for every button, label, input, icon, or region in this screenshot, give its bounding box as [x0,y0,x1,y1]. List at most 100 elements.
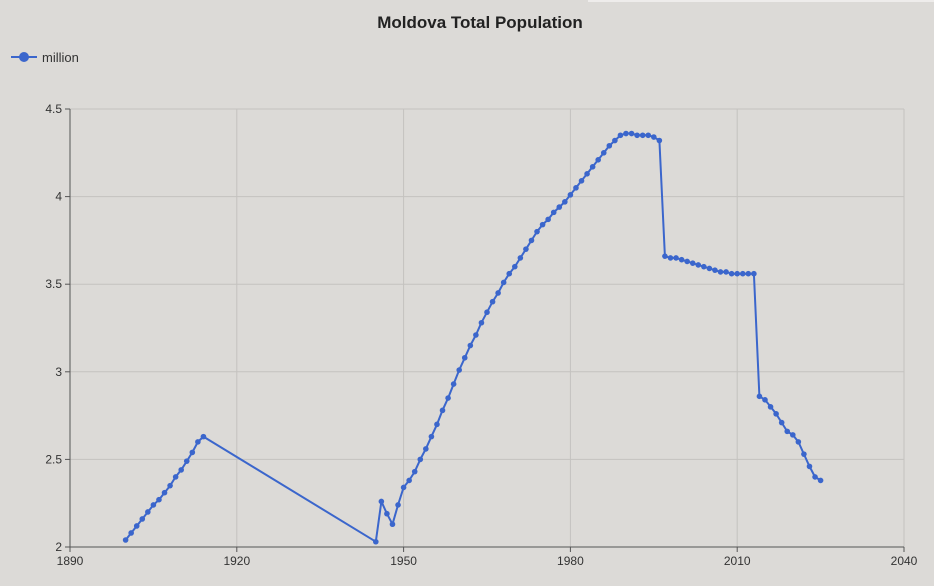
data-point[interactable] [523,246,529,252]
data-point[interactable] [439,407,446,414]
data-point[interactable] [767,404,774,410]
data-point[interactable] [723,269,729,275]
data-point[interactable] [461,354,468,361]
data-point[interactable] [689,260,696,266]
data-point[interactable] [695,262,702,268]
data-point[interactable] [445,395,451,401]
data-point[interactable] [751,270,757,277]
data-point[interactable] [195,439,201,445]
data-point[interactable] [728,270,735,277]
data-point[interactable] [512,263,518,270]
data-point[interactable] [617,132,624,139]
data-point[interactable] [528,237,535,244]
data-point[interactable] [762,397,768,403]
series-million [122,130,824,545]
data-point[interactable] [133,523,140,529]
data-point[interactable] [656,137,663,144]
data-point[interactable] [478,319,485,326]
data-point[interactable] [795,439,802,445]
data-point[interactable] [678,256,685,263]
data-point[interactable] [411,468,418,475]
data-point[interactable] [606,142,613,149]
data-point[interactable] [450,381,457,387]
data-point[interactable] [428,433,435,440]
data-point[interactable] [684,258,690,265]
data-point[interactable] [489,298,496,305]
data-point[interactable] [384,510,390,517]
data-point[interactable] [806,463,813,470]
data-point[interactable] [589,164,596,170]
data-point[interactable] [539,221,546,228]
data-point[interactable] [817,477,824,484]
data-point[interactable] [145,509,151,515]
data-point[interactable] [706,265,713,272]
data-point[interactable] [801,451,807,457]
data-point[interactable] [183,458,190,464]
data-point[interactable] [467,342,474,349]
data-point[interactable] [400,484,407,491]
data-point[interactable] [578,178,585,184]
data-point[interactable] [534,228,540,235]
data-point[interactable] [773,411,779,417]
data-point[interactable] [734,270,740,277]
data-point[interactable] [673,255,679,261]
data-point[interactable] [139,516,146,522]
data-point[interactable] [500,279,507,286]
data-point[interactable] [423,446,429,452]
data-point[interactable] [389,521,396,528]
data-point[interactable] [550,209,557,216]
data-point[interactable] [639,132,646,139]
data-point[interactable] [200,433,207,440]
data-point[interactable] [545,216,551,223]
data-point[interactable] [128,530,134,536]
data-point[interactable] [473,332,479,338]
legend[interactable]: million [11,50,79,65]
data-point[interactable] [167,482,173,489]
data-point[interactable] [395,502,401,508]
data-point[interactable] [756,393,763,400]
data-point[interactable] [595,157,601,163]
data-point[interactable] [584,171,590,177]
data-point[interactable] [567,192,574,198]
data-point[interactable] [628,130,635,137]
data-point[interactable] [784,428,791,435]
data-point[interactable] [178,467,184,473]
data-point[interactable] [373,538,379,545]
data-point[interactable] [790,432,796,438]
data-point[interactable] [600,150,607,156]
data-point[interactable] [506,270,513,277]
data-point[interactable] [456,367,463,373]
data-point[interactable] [562,199,568,205]
data-point[interactable] [701,263,707,270]
data-point[interactable] [662,253,668,259]
data-point[interactable] [556,204,563,210]
data-point[interactable] [717,269,724,275]
data-point[interactable] [378,498,385,505]
data-point[interactable] [417,456,424,463]
data-point[interactable] [612,137,618,144]
data-point[interactable] [651,134,657,140]
data-point[interactable] [484,309,490,316]
data-point[interactable] [122,537,129,543]
data-point[interactable] [517,255,524,261]
data-point[interactable] [739,270,746,277]
data-point[interactable] [812,474,818,480]
data-point[interactable] [495,290,501,296]
legend-label-million: million [42,50,79,65]
data-point[interactable] [623,130,629,137]
data-point[interactable] [406,477,412,484]
data-point[interactable] [645,132,652,139]
data-point[interactable] [161,489,168,496]
data-point[interactable] [778,419,785,426]
y-tick-label: 3.5 [45,277,62,291]
data-point[interactable] [156,496,162,503]
data-point[interactable] [573,185,579,191]
data-point[interactable] [172,474,179,480]
data-point[interactable] [189,449,196,456]
data-point[interactable] [150,502,157,508]
data-point[interactable] [434,421,440,428]
data-point[interactable] [745,270,752,277]
data-point[interactable] [667,255,674,261]
data-point[interactable] [712,267,718,273]
data-point[interactable] [634,132,640,139]
